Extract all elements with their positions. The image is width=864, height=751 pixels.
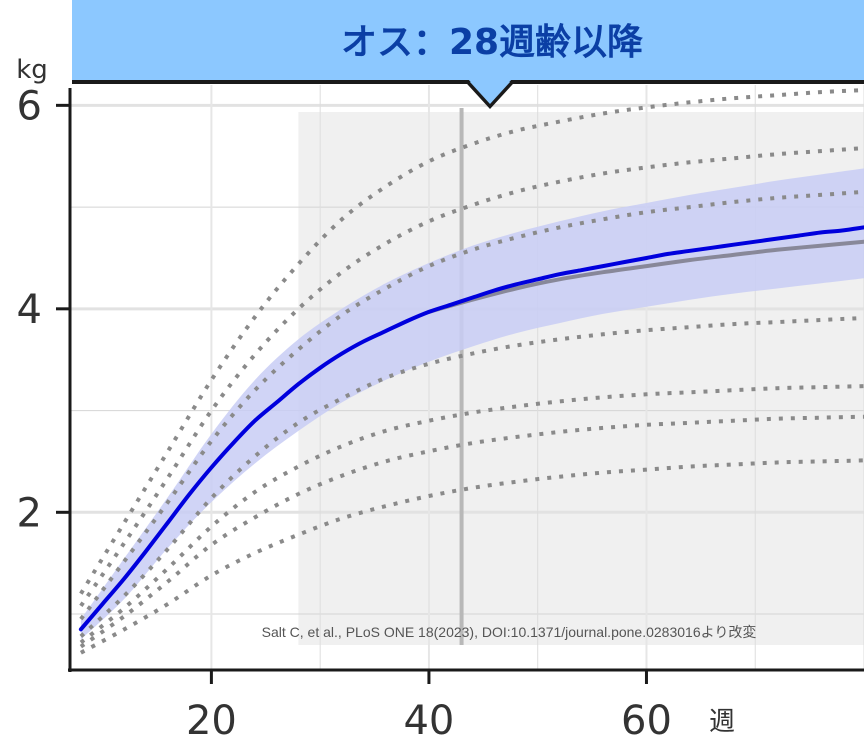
band-area [80,168,864,640]
title-banner: オス：28週齢以降 [72,0,864,109]
percentile-line-5 [79,189,864,621]
series-line-main [78,225,864,632]
percentile-line-4 [79,316,864,638]
percentile-lines [79,88,864,655]
series-line-reference [426,239,864,314]
percentile-line-6 [79,146,864,608]
y-tick-label: 2 [17,490,42,536]
x-axis-label: 週 [709,707,735,737]
y-axis-label: kg [16,55,48,85]
x-tick-label: 40 [403,698,454,744]
y-tick-label: 6 [17,83,42,129]
series-lines [78,225,864,632]
banner-pointer [72,80,864,109]
x-tick-label: 60 [621,698,672,744]
banner-background [72,0,864,82]
percentile-line-2 [79,414,864,649]
y-tick-label: 4 [17,287,42,333]
credit-text: Salt C, et al., PLoS ONE 18(2023), DOI:1… [262,624,757,640]
banner-title: オス：28週齢以降 [341,22,643,63]
banner-pointer-fill [470,82,510,104]
axes: 2 4 6 20 40 60 週 [17,83,864,744]
confidence-band [80,168,864,640]
grid-lines [70,85,864,670]
x-tick-label: 20 [186,698,237,744]
